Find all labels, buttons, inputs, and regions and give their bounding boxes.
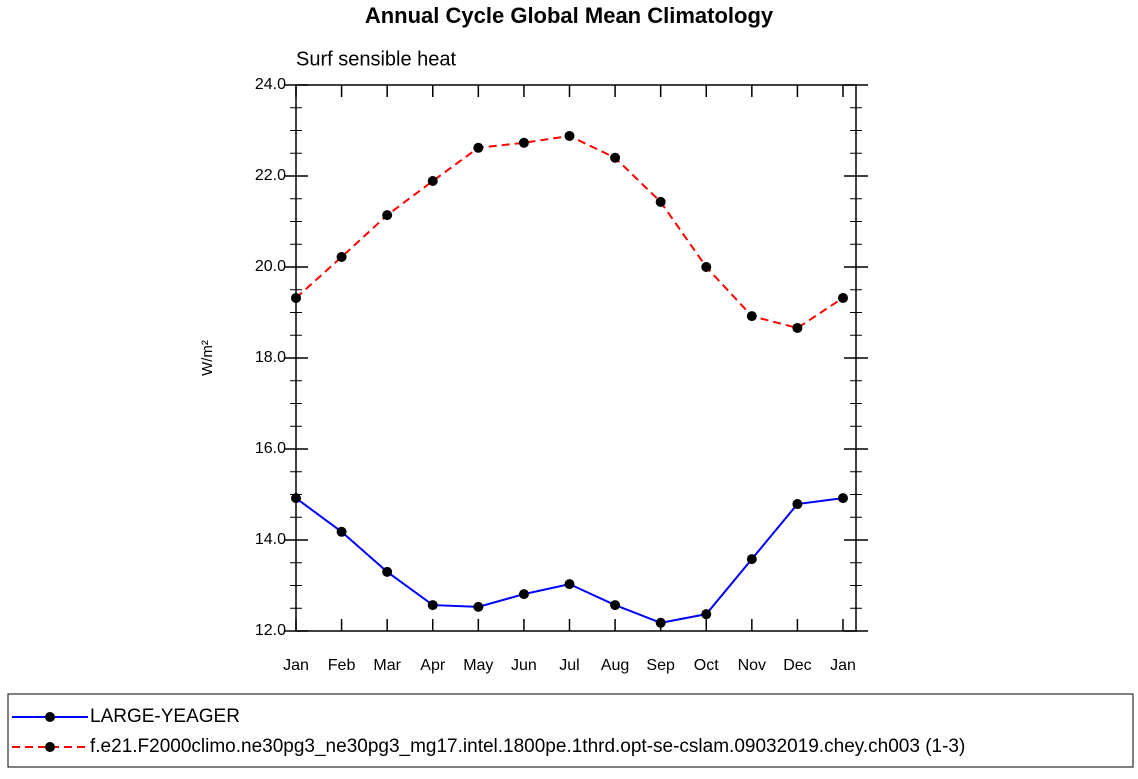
data-point — [473, 142, 484, 153]
data-point — [838, 292, 848, 303]
data-point — [701, 609, 712, 620]
data-point — [336, 526, 347, 537]
data-point — [746, 311, 757, 322]
data-point — [792, 499, 803, 510]
x-tick-label: Sep — [646, 657, 675, 674]
x-tick-label: Jan — [283, 657, 309, 674]
data-point — [427, 176, 438, 187]
y-tick-label: 24.0 — [255, 76, 286, 93]
x-tick-label: Oct — [694, 657, 719, 674]
x-tick-label: Jun — [511, 657, 537, 674]
chart-title: Annual Cycle Global Mean Climatology — [365, 3, 774, 28]
plot-frame — [295, 84, 857, 632]
y-axis-label: W/m² — [199, 340, 216, 376]
y-tick-label: 18.0 — [255, 349, 286, 366]
y-tick-label: 12.0 — [255, 622, 286, 639]
x-tick-label: May — [463, 657, 493, 674]
data-point — [518, 589, 529, 600]
data-point — [427, 600, 438, 611]
x-tick-label: Jul — [559, 657, 579, 674]
data-point — [336, 251, 347, 262]
data-point — [746, 554, 757, 565]
data-point — [291, 292, 301, 303]
data-point — [655, 196, 666, 207]
x-tick-label: Mar — [373, 657, 401, 674]
data-point — [792, 322, 803, 333]
legend-marker — [45, 712, 55, 722]
y-tick-label: 14.0 — [255, 531, 286, 548]
data-point — [382, 210, 393, 221]
data-point — [564, 579, 575, 590]
data-point — [610, 152, 621, 163]
x-tick-label: Jan — [830, 657, 856, 674]
data-point — [701, 262, 712, 272]
chart-subtitle: Surf sensible heat — [296, 48, 457, 70]
data-point — [382, 566, 393, 577]
x-tick-label: Feb — [328, 657, 356, 674]
series-line — [295, 497, 844, 624]
x-tick-label: Dec — [783, 657, 811, 674]
data-point — [291, 493, 301, 504]
data-point — [655, 617, 666, 628]
y-tick-label: 20.0 — [255, 258, 286, 275]
data-point — [564, 130, 575, 141]
legend-label: f.e21.F2000climo.ne30pg3_ne30pg3_mg17.in… — [90, 736, 965, 757]
series-line — [295, 134, 844, 330]
legend-marker — [45, 742, 55, 752]
legend-box — [7, 693, 1134, 768]
x-tick-label: Apr — [420, 657, 446, 674]
x-tick-label: Aug — [601, 657, 629, 674]
data-point — [838, 493, 848, 504]
data-point — [518, 137, 529, 148]
data-point — [473, 601, 484, 612]
y-tick-label: 22.0 — [255, 167, 286, 184]
x-tick-label: Nov — [738, 657, 766, 674]
legend-label: LARGE-YEAGER — [90, 706, 240, 727]
data-point — [610, 600, 621, 611]
y-tick-label: 16.0 — [255, 440, 286, 457]
